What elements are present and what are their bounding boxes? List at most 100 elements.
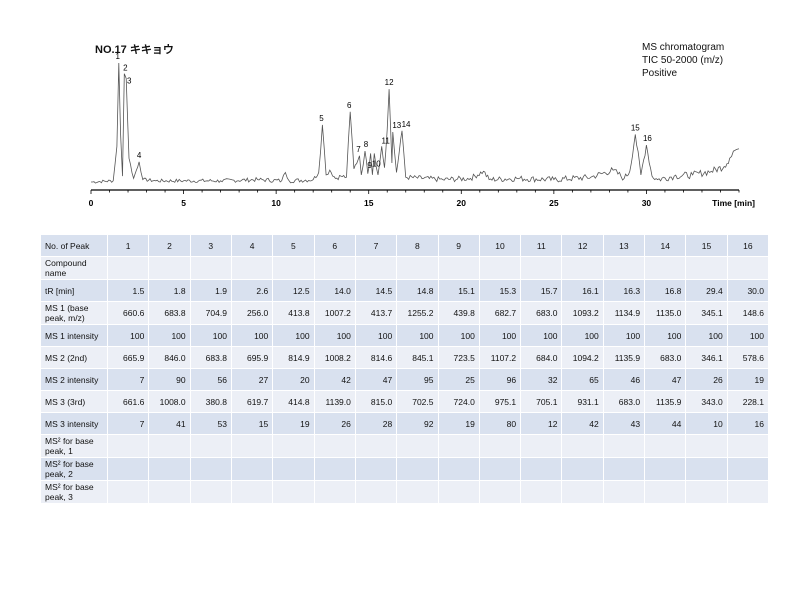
- table-cell: 12: [520, 412, 563, 435]
- table-cell: 100: [396, 324, 439, 347]
- table-cell: [561, 457, 604, 481]
- x-tick-label: 10: [271, 198, 281, 208]
- row-label-cell: MS² for base peak, 1: [40, 434, 108, 458]
- table-cell: [106, 457, 150, 481]
- peak-number-cell: 2: [148, 234, 191, 257]
- table-cell: [602, 480, 646, 504]
- peak-label: 15: [631, 123, 640, 132]
- table-cell: [561, 434, 604, 458]
- peak-label: 6: [347, 101, 352, 110]
- table-cell: 14.0: [313, 279, 356, 302]
- table-cell: 1008.0: [148, 390, 191, 413]
- table-cell: [106, 480, 150, 504]
- table-cell: [106, 256, 150, 280]
- peak-number-cell: 14: [644, 234, 687, 257]
- table-cell: [313, 480, 356, 504]
- table-cell: [354, 256, 398, 280]
- table-cell: 47: [354, 368, 398, 391]
- table-row: MS² for base peak, 3: [40, 480, 770, 504]
- table-cell: 413.7: [354, 301, 398, 325]
- peak-number-cell: 9: [437, 234, 480, 257]
- table-cell: 1134.9: [602, 301, 646, 325]
- table-cell: 1139.0: [313, 390, 356, 413]
- table-row: Compound name: [40, 256, 770, 280]
- x-tick-label: 5: [181, 198, 186, 208]
- table-cell: 100: [478, 324, 522, 347]
- table-cell: 683.8: [189, 346, 232, 369]
- table-cell: [189, 457, 232, 481]
- table-cell: 100: [148, 324, 191, 347]
- table-cell: [230, 457, 274, 481]
- peak-label: 3: [127, 76, 132, 85]
- table-cell: 343.0: [685, 390, 728, 413]
- table-cell: [726, 480, 770, 504]
- chromatogram-trace: [91, 62, 740, 184]
- row-label-cell: tR [min]: [40, 279, 108, 302]
- table-cell: [148, 434, 191, 458]
- table-cell: [520, 434, 563, 458]
- table-cell: 380.8: [189, 390, 232, 413]
- table-cell: 27: [230, 368, 274, 391]
- table-cell: 42: [561, 412, 604, 435]
- table-cell: 1007.2: [313, 301, 356, 325]
- table-cell: 41: [148, 412, 191, 435]
- table-cell: 100: [272, 324, 315, 347]
- table-cell: [685, 256, 728, 280]
- table-cell: 345.1: [685, 301, 728, 325]
- x-axis-label: Time [min]: [712, 198, 755, 208]
- row-label-cell: MS 2 intensity: [40, 368, 108, 391]
- chromatogram-type-label: MS chromatogram: [642, 42, 725, 53]
- table-cell: 1.5: [106, 279, 150, 302]
- table-cell: 47: [644, 368, 687, 391]
- table-cell: 7: [106, 412, 150, 435]
- table-cell: 683.0: [602, 390, 646, 413]
- table-cell: [644, 434, 687, 458]
- table-row: MS 1 intensity 100 100 100 100 100 100 100 100 10…: [40, 324, 770, 347]
- table-cell: [396, 434, 439, 458]
- table-row: MS 3 intensity 7 41 53 15 19 26 28 92 19 80 12 42 43 4…: [40, 412, 770, 435]
- table-cell: 683.0: [520, 301, 563, 325]
- table-cell: 10: [685, 412, 728, 435]
- peak-number-cell: 3: [189, 234, 232, 257]
- peak-number-cell: 7: [354, 234, 398, 257]
- table-cell: 65: [561, 368, 604, 391]
- table-cell: [396, 457, 439, 481]
- table-cell: [148, 480, 191, 504]
- table-cell: 95: [396, 368, 439, 391]
- table-cell: [644, 480, 687, 504]
- table-cell: 1008.2: [313, 346, 356, 369]
- table-cell: 148.6: [726, 301, 770, 325]
- table-cell: 15.3: [478, 279, 522, 302]
- table-cell: [106, 434, 150, 458]
- table-cell: 619.7: [230, 390, 274, 413]
- table-cell: [520, 457, 563, 481]
- table-cell: [478, 256, 522, 280]
- peak-number-cell: 1: [106, 234, 150, 257]
- row-label-cell: MS 1 (base peak, m/z): [40, 301, 108, 325]
- table-row: MS 2 (2nd) 665.9 846.0 683.8 695.9 814.9 1008.…: [40, 346, 770, 369]
- table-cell: 1094.2: [561, 346, 604, 369]
- table-cell: 44: [644, 412, 687, 435]
- table-cell: 7: [106, 368, 150, 391]
- table-cell: [313, 256, 356, 280]
- table-cell: [602, 457, 646, 481]
- table-cell: 931.1: [561, 390, 604, 413]
- table-cell: 28: [354, 412, 398, 435]
- page-title: NO.17 キキョウ: [95, 44, 174, 56]
- table-cell: [561, 256, 604, 280]
- table-cell: 90: [148, 368, 191, 391]
- table-cell: 100: [685, 324, 728, 347]
- table-cell: [272, 457, 315, 481]
- peak-number-cell: 5: [272, 234, 315, 257]
- table-cell: 660.6: [106, 301, 150, 325]
- table-cell: [685, 457, 728, 481]
- table-cell: [685, 434, 728, 458]
- table-cell: [396, 256, 439, 280]
- peak-number-cell: 15: [685, 234, 728, 257]
- peak-number-cell: 13: [602, 234, 646, 257]
- table-cell: [189, 434, 232, 458]
- peak-number-cell: 8: [396, 234, 439, 257]
- table-cell: [272, 480, 315, 504]
- table-cell: 14.5: [354, 279, 398, 302]
- table-cell: 723.5: [437, 346, 480, 369]
